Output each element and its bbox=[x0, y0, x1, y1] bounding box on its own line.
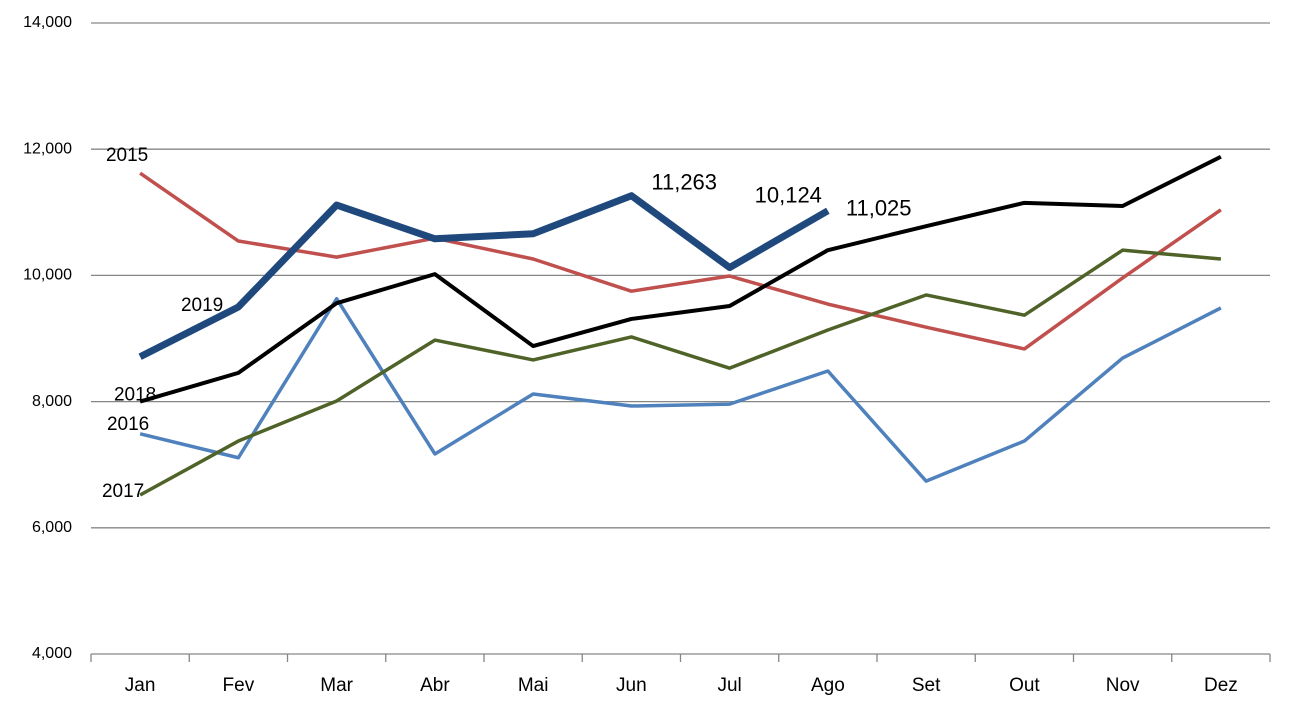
y-tick-label: 4,000 bbox=[32, 645, 72, 662]
x-tick-label: Jun bbox=[616, 675, 647, 696]
x-tick-label: Jul bbox=[717, 675, 741, 696]
series-line bbox=[139, 154, 1222, 404]
series-line bbox=[139, 296, 1222, 483]
x-tick-label: Set bbox=[912, 675, 941, 696]
y-tick-label: 14,000 bbox=[23, 14, 72, 31]
series-label: 2018 bbox=[114, 385, 156, 406]
series-label: 2019 bbox=[181, 295, 223, 316]
data-label: 11,263 bbox=[651, 170, 717, 195]
x-tick-label: Abr bbox=[420, 675, 450, 696]
x-tick-label: Mai bbox=[518, 675, 549, 696]
x-tick-label: Fev bbox=[223, 675, 255, 696]
x-tick-label: Dez bbox=[1204, 675, 1238, 696]
y-tick-label: 6,000 bbox=[32, 519, 72, 536]
series-line bbox=[138, 192, 830, 360]
series-label: 2015 bbox=[106, 145, 148, 166]
y-tick-label: 12,000 bbox=[23, 140, 72, 157]
series-label: 2016 bbox=[107, 414, 149, 435]
x-tick-label: Ago bbox=[811, 675, 845, 696]
y-tick-label: 10,000 bbox=[23, 267, 72, 284]
series-label: 2017 bbox=[102, 481, 144, 502]
x-tick-label: Nov bbox=[1106, 675, 1140, 696]
x-tick-label: Jan bbox=[125, 675, 156, 696]
series-line bbox=[139, 248, 1222, 497]
x-tick-label: Out bbox=[1009, 675, 1040, 696]
series-line bbox=[139, 171, 1222, 351]
data-label: 11,025 bbox=[846, 196, 912, 221]
data-label: 10,124 bbox=[755, 182, 822, 207]
x-tick-label: Mar bbox=[320, 675, 353, 696]
y-tick-label: 8,000 bbox=[32, 393, 72, 410]
